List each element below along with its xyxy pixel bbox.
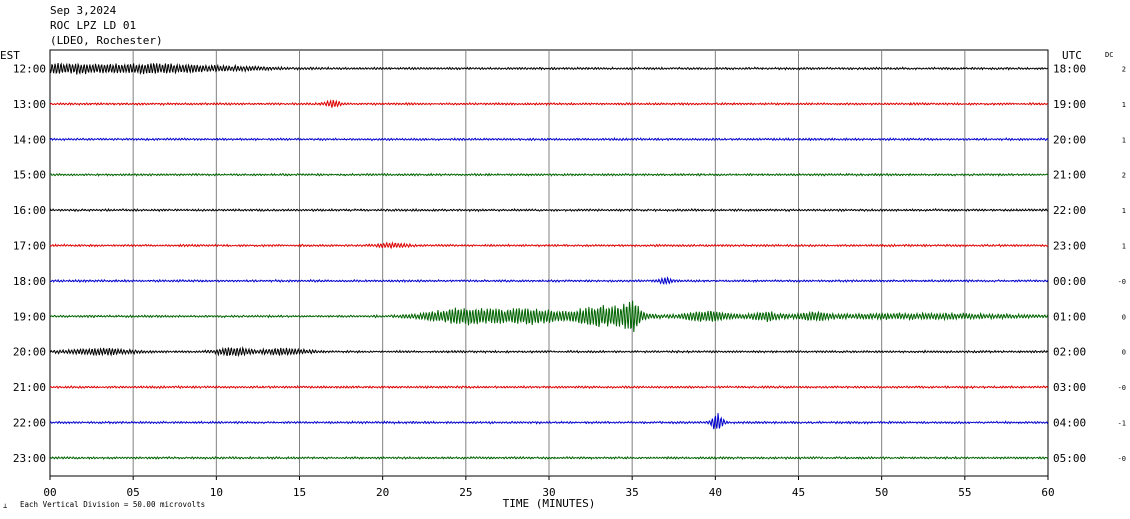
est-label: 12:00 <box>13 63 46 76</box>
utc-label: 05:00 <box>1053 452 1086 465</box>
header-network: (LDEO, Rochester) <box>50 34 163 47</box>
grid-lines <box>132 50 966 476</box>
trace-2100 <box>49 384 1049 390</box>
x-tick-label: 05 <box>127 486 140 499</box>
utc-label: 20:00 <box>1053 133 1086 146</box>
dc-value: -1 <box>1118 420 1126 428</box>
utc-label: 19:00 <box>1053 98 1086 111</box>
dc-value: 2 <box>1122 66 1126 74</box>
scale-icon: ⟂ <box>3 502 7 510</box>
x-axis-label: TIME (MINUTES) <box>503 497 596 510</box>
x-ticks: 00 05 10 15 20 25 30 35 40 45 50 55 60 <box>43 476 1055 499</box>
dc-value: -0 <box>1118 278 1126 286</box>
dc-value: 1 <box>1122 136 1126 144</box>
dc-value: 1 <box>1122 101 1126 109</box>
trace-1500 <box>49 172 1049 177</box>
dc-value: -0 <box>1118 384 1126 392</box>
trace-2300 <box>49 455 1049 461</box>
est-label: 18:00 <box>13 275 46 288</box>
x-tick-label: 50 <box>875 486 888 499</box>
left-zone-label: EST <box>0 49 20 62</box>
x-tick-label: 25 <box>459 486 472 499</box>
est-label: 23:00 <box>13 452 46 465</box>
utc-label: 01:00 <box>1053 310 1086 323</box>
header-date: Sep 3,2024 <box>50 4 117 17</box>
dc-value: 0 <box>1122 313 1126 321</box>
x-tick-label: 35 <box>626 486 639 499</box>
trace-1300 <box>49 99 1049 108</box>
dc-value: -0 <box>1118 455 1126 463</box>
est-label: 16:00 <box>13 204 46 217</box>
est-label: 19:00 <box>13 310 46 323</box>
x-tick-label: 00 <box>43 486 56 499</box>
right-zone-label: UTC <box>1062 49 1082 62</box>
x-tick-label: 55 <box>958 486 971 499</box>
x-tick-label: 45 <box>792 486 805 499</box>
x-tick-label: 60 <box>1041 486 1054 499</box>
est-label: 22:00 <box>13 417 46 430</box>
traces <box>49 62 1049 461</box>
dc-value: 1 <box>1122 207 1126 215</box>
est-label: 21:00 <box>13 381 46 394</box>
utc-label: 02:00 <box>1053 346 1086 359</box>
dc-value: 2 <box>1122 172 1126 180</box>
row-labels: 12:00 18:00 213:00 19:00 114:00 20:00 115:00 21… <box>13 63 1126 465</box>
dc-value: 0 <box>1122 349 1126 357</box>
x-tick-label: 30 <box>542 486 555 499</box>
trace-1200 <box>49 62 1049 75</box>
trace-2000 <box>49 345 1049 358</box>
est-label: 13:00 <box>13 98 46 111</box>
trace-1600 <box>49 207 1049 213</box>
utc-label: 21:00 <box>1053 169 1086 182</box>
trace-1800 <box>49 276 1049 286</box>
utc-label: 00:00 <box>1053 275 1086 288</box>
est-label: 20:00 <box>13 346 46 359</box>
x-tick-label: 40 <box>709 486 722 499</box>
dc-value: 1 <box>1122 243 1126 251</box>
trace-1400 <box>49 137 1049 142</box>
utc-label: 04:00 <box>1053 417 1086 430</box>
trace-1900 <box>49 300 1049 333</box>
x-tick-label: 10 <box>210 486 223 499</box>
utc-label: 22:00 <box>1053 204 1086 217</box>
est-label: 17:00 <box>13 240 46 253</box>
trace-2200 <box>49 413 1049 430</box>
x-tick-label: 15 <box>293 486 306 499</box>
utc-label: 18:00 <box>1053 63 1086 76</box>
utc-label: 23:00 <box>1053 240 1086 253</box>
header-station: ROC LPZ LD 01 <box>50 19 137 32</box>
trace-1700 <box>49 241 1049 250</box>
x-tick-label: 20 <box>376 486 389 499</box>
scale-note: Each Vertical Division = 50.00 microvolt… <box>20 500 205 509</box>
dc-label: DC <box>1105 51 1113 59</box>
utc-label: 03:00 <box>1053 381 1086 394</box>
est-label: 14:00 <box>13 133 46 146</box>
est-label: 15:00 <box>13 169 46 182</box>
